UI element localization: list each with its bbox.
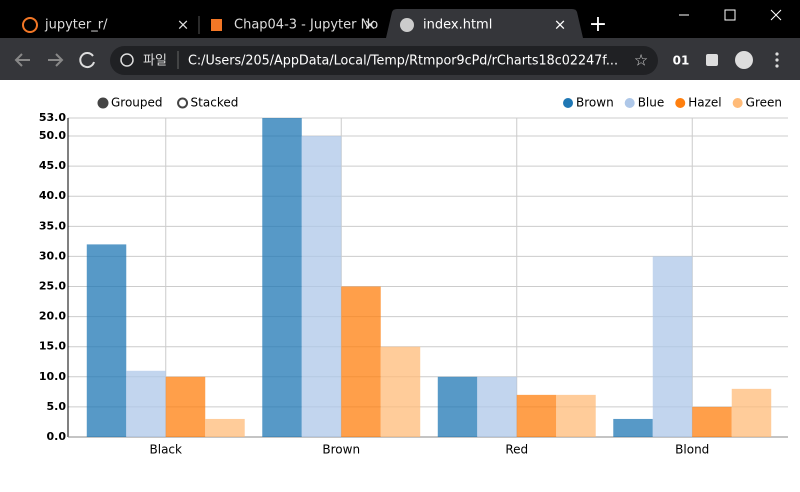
tab-close[interactable]: × — [364, 16, 377, 34]
bar — [731, 388, 772, 437]
y-tick-label: 40.0 — [39, 189, 66, 202]
tab[interactable]: jupyter_r/ × — [22, 16, 190, 34]
address-bar[interactable] — [110, 46, 658, 75]
tab-icon — [400, 18, 414, 32]
legend-marker[interactable] — [563, 98, 574, 108]
control-label[interactable]: Stacked — [191, 96, 239, 110]
control-toggle[interactable] — [177, 97, 189, 109]
bar — [86, 244, 127, 437]
y-tick-label: 53.0 — [39, 111, 66, 124]
back-button[interactable] — [14, 53, 30, 67]
bar — [126, 370, 166, 437]
y-tick-label: 10.0 — [39, 370, 66, 383]
y-tick-label: 25.0 — [39, 280, 66, 293]
y-tick-label: 0.0 — [47, 430, 67, 443]
bar — [477, 376, 517, 437]
bar — [556, 394, 596, 437]
bar — [692, 406, 732, 437]
y-tick-label: 50.0 — [39, 129, 66, 142]
legend-label[interactable]: Hazel — [688, 96, 721, 110]
legend-label[interactable]: Brown — [576, 96, 614, 110]
bar — [380, 346, 421, 437]
legend-label[interactable]: Green — [746, 96, 782, 110]
y-tick-label: 20.0 — [39, 310, 66, 323]
extensions-button[interactable] — [706, 54, 718, 66]
maximize-button[interactable] — [724, 9, 736, 21]
tab-close[interactable]: × — [554, 16, 567, 34]
legend-marker[interactable] — [732, 98, 743, 108]
menu-dot — [775, 52, 779, 56]
y-tick-label: 5.0 — [47, 400, 67, 413]
y-tick-label: 15.0 — [39, 340, 66, 353]
menu-button[interactable] — [775, 52, 779, 68]
tab-background — [386, 9, 583, 38]
tab-active[interactable]: index.html × — [386, 9, 583, 38]
x-tick-label: Brown — [322, 443, 360, 457]
bar — [613, 418, 653, 437]
forward-button[interactable] — [48, 53, 64, 67]
new-tab-button[interactable]: + — [589, 12, 607, 37]
profile-button[interactable] — [735, 51, 753, 69]
tab-close[interactable]: × — [177, 16, 190, 34]
x-tick-label: Red — [505, 443, 528, 457]
tab-icon — [22, 17, 38, 33]
menu-dot — [775, 58, 779, 62]
chart: 0.0 5.0 10.0 15.0 20.0 25.0 30.0 35.0 40.0 45.0 50… — [39, 96, 788, 457]
bar — [437, 376, 478, 437]
legend-marker[interactable] — [624, 98, 635, 108]
bar — [341, 286, 381, 437]
tab-icon — [211, 19, 222, 31]
bar — [652, 256, 693, 437]
menu-dot — [775, 64, 779, 68]
x-tick-label: Blond — [675, 443, 709, 457]
y-tick-label: 35.0 — [39, 219, 66, 232]
reload-button[interactable] — [79, 52, 95, 69]
control-toggle[interactable] — [97, 97, 109, 109]
bar — [205, 418, 245, 437]
y-tick-label: 30.0 — [39, 249, 66, 262]
tab-title: index.html — [423, 18, 492, 33]
bar — [301, 136, 342, 437]
legend-label[interactable]: Blue — [638, 96, 665, 110]
close-window-button[interactable] — [770, 9, 782, 21]
bar — [262, 118, 302, 437]
extension-badge[interactable]: 01 — [673, 54, 690, 68]
address-url: C:/Users/205/AppData/Local/Temp/Rtmpor9c… — [188, 54, 618, 69]
tab-title: Chap04-3 - Jupyter No — [234, 18, 378, 33]
bookmark-star[interactable]: ☆ — [634, 51, 648, 70]
tab-title: jupyter_r/ — [44, 18, 108, 33]
bar — [516, 394, 557, 437]
control-label[interactable]: Grouped — [111, 96, 163, 110]
legend-marker[interactable] — [675, 98, 686, 108]
tab[interactable]: Chap04-3 - Jupyter No × — [211, 16, 378, 34]
y-tick-label: 45.0 — [39, 159, 66, 172]
x-tick-label: Black — [150, 443, 183, 457]
site-info-icon[interactable] — [120, 53, 134, 67]
bar — [165, 376, 206, 437]
address-scheme: 파일 — [143, 54, 167, 69]
